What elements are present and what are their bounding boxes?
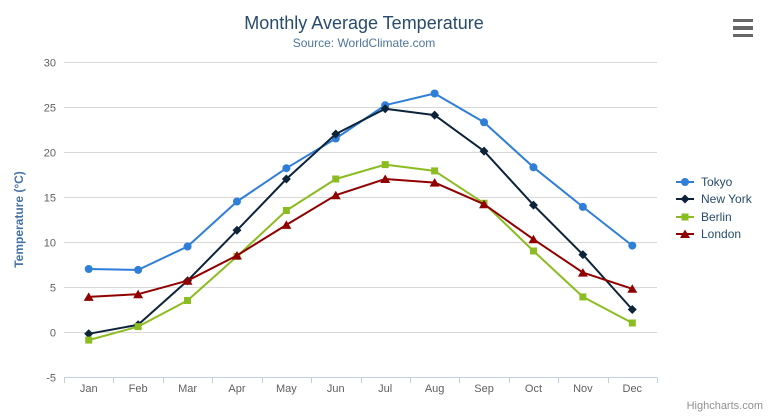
y-gridlines [64,62,657,378]
square-marker-glyph [681,213,689,221]
data-point [627,305,637,314]
data-point [578,202,587,211]
series-tokyo[interactable] [84,89,637,274]
data-point [627,284,638,293]
data-point [282,207,290,214]
credits-link[interactable]: Highcharts.com [686,400,763,412]
data-point [528,200,538,210]
data-point [479,199,490,209]
data-point [479,146,489,156]
chart-subtitle: Source: WorldClimate.com [292,36,436,50]
x-tick-label: Sep [474,383,494,395]
data-point [480,118,489,127]
circle-marker-icon [676,177,694,186]
series-line [87,107,634,335]
data-point [232,225,242,235]
export-menu-button[interactable] [730,16,756,40]
x-tick-label: Dec [623,383,643,395]
data-point [429,178,440,187]
legend-item-label: London [701,227,742,242]
data-point [232,197,241,206]
data-point [332,175,340,183]
data-point [182,276,193,285]
series-new-york[interactable] [84,104,637,339]
x-tick-label: Jul [378,383,392,395]
hamburger-icon [732,18,754,38]
legend-item-london[interactable]: London [676,226,752,244]
legend-item-berlin[interactable]: Berlin [676,208,752,226]
legend-item-label: Tokyo [701,174,733,189]
x-tick-label: Jun [327,383,345,395]
data-point [83,292,94,301]
chart-title: Monthly Average Temperature [244,13,484,33]
data-point [281,174,291,184]
x-tick-label: Mar [178,383,197,395]
x-tick-label: Feb [129,383,148,395]
data-point [577,268,588,277]
data-point [134,265,143,274]
data-point [183,242,192,251]
data-point [431,167,439,175]
data-point [529,247,537,255]
legend: Tokyo New York Berlin London [676,173,752,243]
x-tick-label: Jan [80,383,98,395]
data-point [330,190,341,200]
y-tick-label: 10 [44,238,56,250]
data-point [380,174,391,183]
x-axis-labels: Jan Feb Mar Apr May Jun Jul Aug Sep Oct Nov Dec [80,383,643,395]
diamond-marker-icon [676,194,694,204]
data-point [331,129,341,139]
data-point [529,163,538,172]
series-line [87,163,634,342]
x-tick-label: May [276,383,297,395]
data-point [430,89,439,98]
y-axis-labels: -5 0 5 10 15 20 25 30 [44,58,56,385]
series-line [87,178,634,298]
data-point [282,164,291,173]
data-point [231,251,242,260]
legend-item-tokyo[interactable]: Tokyo [676,173,752,191]
data-point [430,110,440,120]
data-point [628,319,636,327]
y-tick-label: -5 [46,373,56,385]
data-point [84,265,93,273]
y-tick-label: 30 [44,58,56,70]
data-point [381,161,389,169]
y-tick-label: 20 [44,148,56,160]
x-tick-label: Nov [573,383,593,395]
triangle-marker-icon [676,229,694,239]
x-tick-label: Apr [228,383,245,395]
series-london[interactable] [83,174,638,301]
data-point [133,289,144,299]
legend-item-label: Berlin [701,209,732,224]
circle-marker-glyph [681,177,689,186]
x-axis [64,377,658,383]
data-point [84,329,94,339]
y-tick-label: 15 [44,193,56,205]
data-point [85,336,93,344]
y-tick-label: 25 [44,103,56,115]
triangle-marker-glyph [680,229,690,239]
data-point [528,234,539,244]
y-tick-label: 0 [50,328,56,340]
y-axis-title: Temperature (°C) [12,171,26,268]
data-point [184,297,192,304]
diamond-marker-glyph [680,194,690,204]
x-tick-label: Oct [525,383,542,395]
legend-item-label: New York [701,192,752,207]
data-point [578,250,588,260]
series-line [87,92,634,271]
data-point [134,323,142,331]
data-point [628,241,637,250]
y-tick-label: 5 [50,283,56,295]
data-point [281,220,292,229]
data-point [579,293,587,301]
data-point [380,104,390,114]
square-marker-icon [676,213,694,221]
legend-item-new-york[interactable]: New York [676,191,752,209]
x-tick-label: Aug [425,383,445,395]
